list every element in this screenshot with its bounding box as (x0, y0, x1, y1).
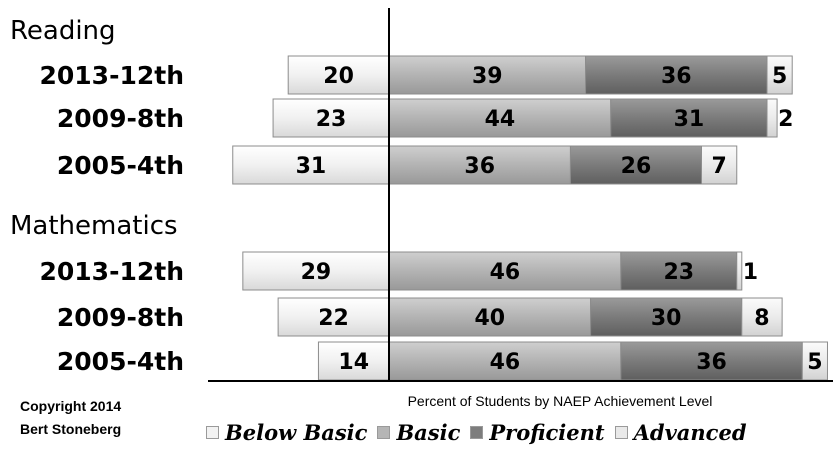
bar-proficient-reading-2013-12th (585, 55, 768, 95)
value-label-basic-reading-2013-12th: 39 (472, 64, 503, 89)
value-label-basic-mathematics-2009-8th: 40 (474, 306, 505, 331)
legend-item-basic: Basic (377, 420, 460, 445)
value-label-advanced-reading-2009-8th: 2 (778, 107, 793, 132)
bar-basic-mathematics-2005-4th (388, 341, 622, 381)
value-label-advanced-mathematics-2009-8th: 8 (754, 306, 769, 331)
legend-swatch-proficient (470, 426, 484, 439)
value-label-basic-mathematics-2005-4th: 46 (490, 350, 521, 375)
legend-label-advanced: Advanced (633, 420, 747, 445)
value-label-advanced-mathematics-2005-4th: 5 (807, 350, 822, 375)
value-label-advanced-reading-2013-12th: 5 (772, 64, 787, 89)
legend-swatch-basic (377, 426, 391, 439)
bar-below-basic-reading-2009-8th (272, 98, 390, 138)
bar-advanced-mathematics-2005-4th (801, 341, 828, 381)
value-label-proficient-reading-2013-12th: 36 (661, 64, 692, 89)
row-label-reading-2013-12th: 2013-12th (40, 61, 185, 90)
legend-swatch-advanced (614, 426, 628, 439)
legend-label-below-basic: Below Basic (225, 420, 368, 445)
bar-basic-reading-2013-12th (388, 55, 587, 95)
legend-item-proficient: Proficient (470, 420, 605, 445)
bar-advanced-mathematics-2009-8th (741, 297, 783, 337)
bar-proficient-reading-2005-4th (569, 145, 702, 185)
value-label-proficient-reading-2009-8th: 31 (674, 107, 705, 132)
row-label-mathematics-2005-4th: 2005-4th (57, 347, 184, 376)
bar-proficient-mathematics-2005-4th (620, 341, 803, 381)
value-label-advanced-mathematics-2013-12th: 1 (743, 260, 758, 285)
value-label-proficient-mathematics-2013-12th: 23 (663, 260, 694, 285)
value-label-below-basic-reading-2013-12th: 20 (323, 64, 354, 89)
copyright-line-2: Bert Stoneberg (20, 421, 122, 437)
value-label-basic-reading-2005-4th: 36 (464, 154, 495, 179)
bar-advanced-reading-2013-12th (766, 55, 793, 95)
copyright-line-1: Copyright 2014 (20, 398, 122, 414)
bar-basic-mathematics-2013-12th (388, 251, 622, 291)
value-label-basic-reading-2009-8th: 44 (485, 107, 516, 132)
legend-item-advanced: Advanced (614, 420, 747, 445)
value-label-proficient-reading-2005-4th: 26 (621, 154, 652, 179)
value-label-below-basic-mathematics-2009-8th: 22 (318, 306, 349, 331)
bar-proficient-mathematics-2013-12th (620, 251, 738, 291)
row-label-reading-2005-4th: 2005-4th (57, 151, 184, 180)
value-label-below-basic-reading-2009-8th: 23 (316, 107, 347, 132)
x-axis-title: Percent of Students by NAEP Achievement … (408, 393, 713, 409)
value-label-advanced-reading-2005-4th: 7 (711, 154, 726, 179)
row-label-mathematics-2009-8th: 2009-8th (57, 303, 184, 332)
group-label-mathematics: Mathematics (10, 211, 178, 241)
bar-proficient-reading-2009-8th (610, 98, 768, 138)
value-label-proficient-mathematics-2005-4th: 36 (696, 350, 727, 375)
legend: Below Basic Basic Proficient Advanced (206, 420, 757, 445)
bar-advanced-mathematics-2013-12th (736, 251, 743, 291)
bar-advanced-reading-2009-8th (766, 98, 778, 138)
bar-below-basic-reading-2005-4th (232, 145, 390, 185)
legend-item-below-basic: Below Basic (206, 420, 367, 445)
value-label-below-basic-mathematics-2005-4th: 14 (338, 350, 369, 375)
bar-below-basic-mathematics-2013-12th (242, 251, 390, 291)
row-label-mathematics-2013-12th: 2013-12th (40, 257, 185, 286)
bar-below-basic-reading-2013-12th (287, 55, 390, 95)
bar-below-basic-mathematics-2005-4th (317, 341, 390, 381)
row-label-reading-2009-8th: 2009-8th (57, 104, 184, 133)
value-label-below-basic-reading-2005-4th: 31 (296, 154, 327, 179)
legend-label-basic: Basic (396, 420, 461, 445)
value-label-basic-mathematics-2013-12th: 46 (490, 260, 521, 285)
group-label-reading: Reading (10, 16, 116, 46)
bar-proficient-mathematics-2009-8th (590, 297, 743, 337)
legend-label-proficient: Proficient (489, 420, 605, 445)
bar-advanced-reading-2005-4th (700, 145, 738, 185)
legend-swatch-below-basic (206, 426, 219, 439)
value-label-proficient-mathematics-2009-8th: 30 (651, 306, 682, 331)
value-label-below-basic-mathematics-2013-12th: 29 (301, 260, 332, 285)
